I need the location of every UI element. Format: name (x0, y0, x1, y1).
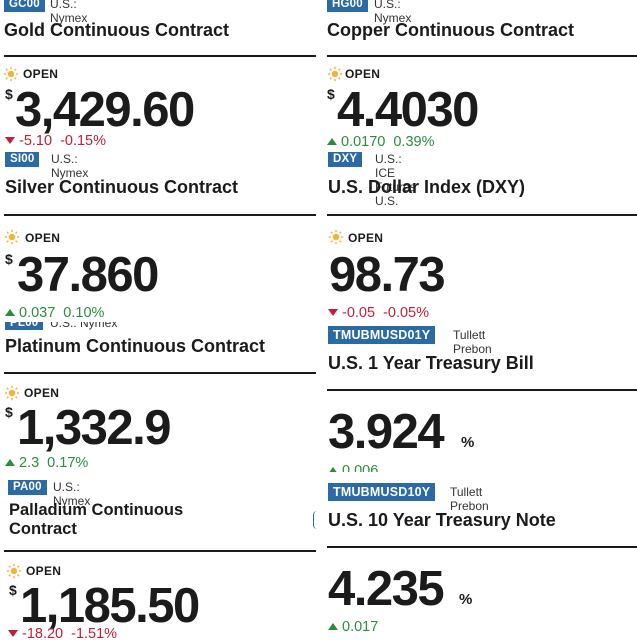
change-row: 0.037 0.10% (5, 305, 104, 321)
change-value: 0.017 (342, 619, 379, 635)
divider (327, 546, 637, 548)
exchange-label: Tullett Prebon (450, 485, 489, 513)
divider (327, 389, 637, 391)
symbol-badge[interactable]: DXY (328, 152, 363, 167)
sun-icon (4, 229, 20, 245)
change-row: -18.20 -1.51% (8, 626, 117, 640)
market-status: OPEN (348, 231, 384, 245)
change-value: 0.037 (19, 305, 56, 321)
symbol-badge[interactable]: TMUBMUSD10Y (328, 483, 436, 501)
triangle-up-icon (5, 459, 15, 466)
triangle-up-icon (327, 138, 337, 145)
sun-icon (327, 66, 343, 82)
triangle-up-icon (5, 309, 15, 316)
symbol-badge[interactable]: PL00 (5, 322, 44, 330)
change-percent: 0.39% (393, 134, 435, 150)
sun-icon (6, 563, 22, 579)
divider (327, 214, 637, 216)
exchange-label: Tullett Prebon (453, 328, 492, 356)
divider (4, 372, 316, 374)
change-percent: 0.10% (63, 305, 105, 321)
triangle-down-icon (5, 137, 15, 144)
price: 4.4030 (337, 83, 479, 137)
percent-suffix: % (459, 591, 473, 608)
scroll-edge (313, 511, 318, 529)
exchange-label: U.S.: Nymex (50, 322, 118, 330)
change-row: 0.0170 0.39% (327, 134, 434, 150)
change-value: 0.0170 (341, 134, 386, 150)
change-row: 2.3 0.17% (5, 455, 88, 471)
symbol-badge[interactable]: HG00 (327, 0, 368, 12)
market-status: OPEN (345, 67, 381, 81)
currency-symbol: $ (5, 86, 13, 102)
currency-symbol: $ (5, 251, 13, 267)
change-row: -5.10 -0.15% (5, 133, 106, 149)
triangle-up-icon (328, 467, 338, 472)
change-value: -0.05 (342, 305, 376, 321)
divider (4, 214, 316, 216)
change-percent: -0.05% (383, 305, 430, 321)
instrument-name[interactable]: Gold Continuous Contract (4, 20, 229, 40)
change-row: -0.05 -0.05% (328, 305, 429, 321)
price: 1,185.50 (20, 579, 200, 633)
price: 37.860 (17, 248, 159, 302)
market-status: OPEN (23, 67, 59, 81)
price: 1,332.9 (17, 401, 172, 455)
symbol-badge[interactable]: PA00 (8, 480, 47, 495)
price: 98.73 (329, 248, 446, 302)
sun-icon (4, 385, 20, 401)
change-percent: -1.51% (71, 626, 118, 640)
exchange-label: U.S.: Nymex (53, 480, 91, 508)
symbol-badge[interactable]: GC00 (4, 0, 45, 12)
instrument-name-line1[interactable]: Palladium Continuous (9, 501, 184, 519)
market-status: OPEN (24, 386, 60, 400)
instrument-name[interactable]: Silver Continuous Contract (5, 177, 239, 197)
triangle-down-icon (8, 630, 18, 637)
currency-symbol: $ (5, 404, 13, 420)
change-clip: -18.20 -1.51% (8, 626, 308, 640)
change-value: -5.10 (19, 133, 53, 149)
change-row: 0.017 (328, 619, 378, 635)
instrument-name-line2[interactable]: Contract (9, 520, 77, 538)
sun-icon (3, 66, 19, 82)
market-status: OPEN (25, 231, 61, 245)
instrument-name[interactable]: U.S. 10 Year Treasury Note (328, 510, 556, 530)
sun-icon (328, 229, 344, 245)
symbol-badge[interactable]: TMUBMUSD01Y (328, 326, 436, 344)
divider (327, 55, 637, 57)
exchange-label: U.S.: Nymex (50, 0, 88, 25)
currency-symbol: $ (9, 582, 17, 598)
currency-symbol: $ (327, 86, 335, 102)
price: 3,429.60 (15, 83, 195, 137)
exchange-label: U.S.: Nymex (374, 0, 412, 25)
triangle-down-icon (328, 309, 338, 316)
change-percent: 0.17% (47, 455, 89, 471)
change-row: 0.006 (328, 463, 378, 472)
instrument-name[interactable]: U.S. 1 Year Treasury Bill (328, 353, 534, 373)
divider (4, 55, 316, 57)
exchange-label: U.S.: ICE Futures U.S. (375, 152, 416, 208)
instrument-name[interactable]: U.S. Dollar Index (DXY) (328, 177, 526, 197)
exchange-label: U.S.: Nymex (51, 152, 89, 180)
price: 4.235 (328, 562, 445, 616)
change-clip: 0.037 0.10% (5, 304, 305, 322)
change-value: 2.3 (19, 455, 40, 471)
divider (4, 550, 316, 552)
change-value: 0.006 (342, 463, 379, 472)
change-percent: -0.15% (60, 133, 107, 149)
percent-suffix: % (461, 434, 475, 451)
change-clip: 0.006 (328, 463, 628, 472)
change-clip: -0.05 -0.05% (328, 305, 628, 321)
instrument-name[interactable]: Copper Continuous Contract (327, 20, 574, 40)
triangle-up-icon (328, 623, 338, 630)
header-clip: PL00 U.S.: Nymex (5, 322, 205, 330)
price: 3.924 (328, 405, 445, 459)
market-status: OPEN (26, 564, 62, 578)
change-value: -18.20 (22, 626, 64, 640)
instrument-name[interactable]: Platinum Continuous Contract (5, 336, 265, 356)
symbol-badge[interactable]: SI00 (5, 152, 40, 167)
